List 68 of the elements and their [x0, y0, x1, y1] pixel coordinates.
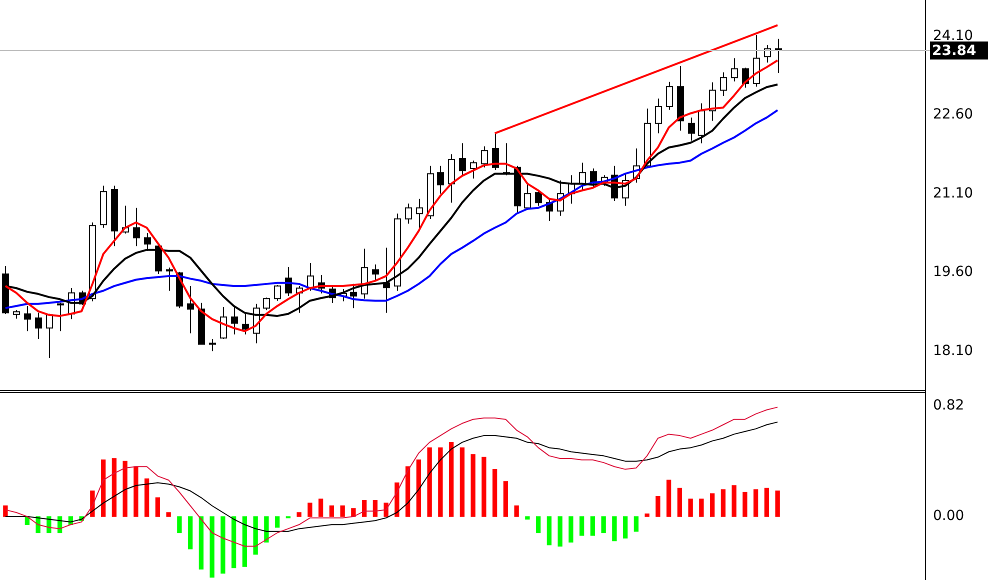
bar	[579, 516, 584, 536]
bar	[242, 516, 248, 567]
bar	[612, 516, 617, 542]
bar	[666, 480, 672, 517]
y-tick-label: 21.10	[933, 185, 974, 202]
bar	[274, 516, 280, 528]
bar	[122, 460, 128, 517]
bar	[308, 502, 312, 517]
bar	[720, 489, 726, 517]
bar	[601, 516, 606, 534]
bar	[318, 498, 324, 517]
bar	[699, 498, 704, 517]
bar	[112, 458, 117, 517]
bar	[416, 460, 422, 517]
ref-line-label: 23.84	[932, 43, 977, 60]
bar	[634, 516, 639, 532]
y-tick-label: 18.10	[933, 342, 974, 359]
bar	[144, 478, 150, 517]
bar	[296, 512, 302, 517]
bar	[503, 481, 508, 517]
bar	[460, 447, 465, 517]
bar	[568, 516, 574, 543]
bar	[438, 447, 443, 517]
bar	[340, 505, 345, 517]
bar	[622, 516, 628, 538]
bar	[764, 488, 770, 517]
bar	[753, 489, 758, 517]
bar	[558, 516, 562, 547]
bar	[177, 516, 182, 534]
bar	[492, 468, 498, 517]
bar	[362, 500, 367, 517]
bar	[775, 490, 780, 517]
bar	[155, 497, 160, 517]
bar	[710, 493, 715, 517]
bar	[329, 505, 334, 517]
y-tick-label: 19.60	[933, 264, 974, 280]
bar	[253, 516, 258, 555]
bar	[372, 500, 378, 517]
y-tick-label: 0.82	[933, 397, 964, 414]
y-tick-label: 22.60	[933, 106, 974, 123]
bar	[688, 498, 693, 517]
bar	[732, 485, 736, 517]
bar	[100, 460, 106, 517]
bar	[427, 447, 432, 517]
bar	[231, 516, 236, 568]
bar	[525, 516, 530, 520]
bar	[198, 516, 204, 570]
bar	[3, 505, 8, 517]
bar	[470, 454, 476, 517]
bar	[210, 516, 214, 578]
bar	[166, 512, 171, 517]
bar	[590, 516, 596, 536]
bar	[656, 496, 660, 517]
bar	[264, 516, 269, 543]
bar	[677, 488, 682, 517]
bar	[742, 492, 748, 517]
bar	[448, 442, 454, 517]
bar	[188, 516, 193, 550]
bar	[536, 516, 541, 534]
bar	[134, 466, 138, 517]
bar	[546, 516, 552, 546]
bar	[482, 456, 486, 517]
bar	[644, 514, 650, 517]
bar	[394, 482, 400, 517]
bar	[220, 516, 226, 574]
y-tick-label: 0.00	[933, 508, 964, 524]
bar	[514, 505, 519, 517]
y-tick-label: 24.10	[933, 28, 974, 44]
